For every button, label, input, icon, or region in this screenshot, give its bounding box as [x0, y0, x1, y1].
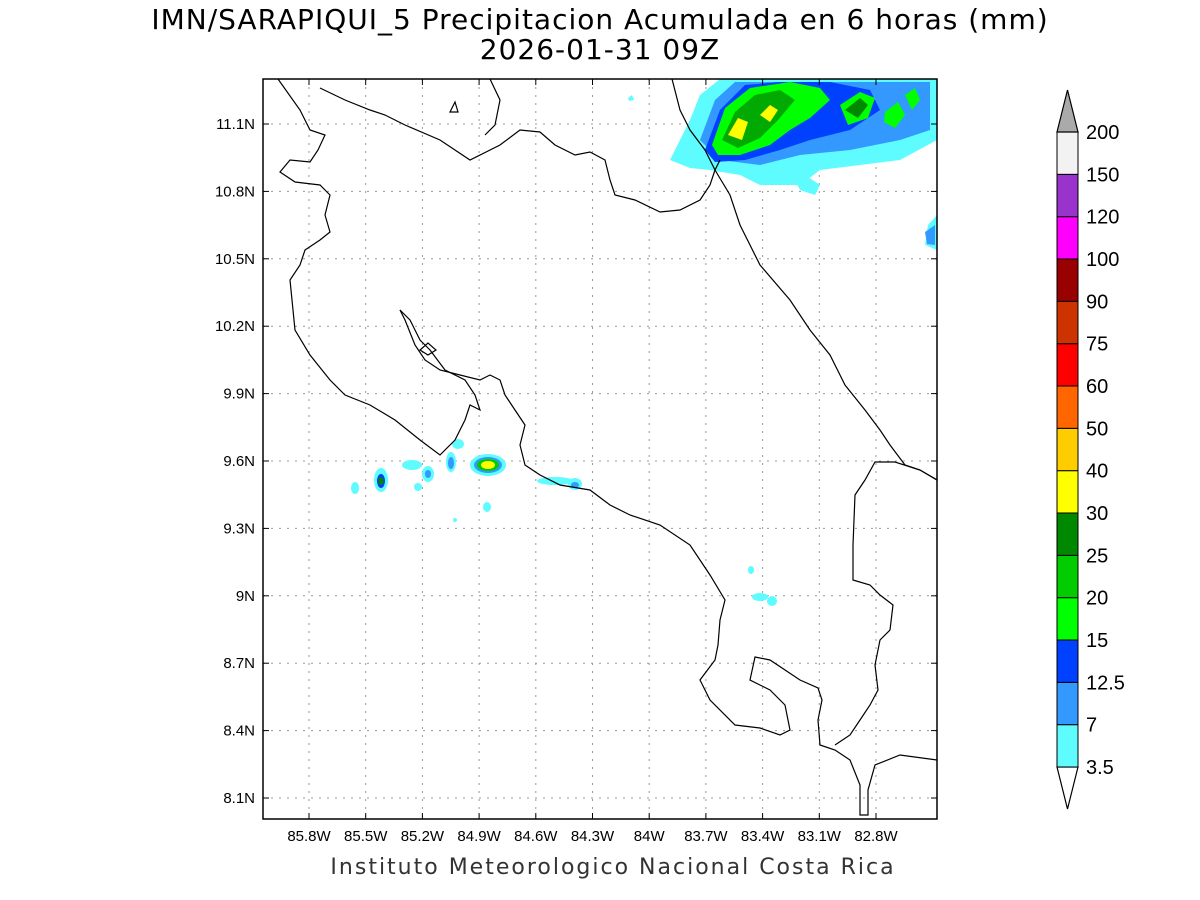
panama-border: [834, 461, 937, 746]
colorbar-swatch: [1056, 258, 1079, 302]
footer-credit: Instituto Meteorologico Nacional Costa R…: [330, 855, 896, 880]
lat-tick-label: 9.3N: [223, 520, 255, 537]
coastlines: [277, 79, 937, 816]
precip-cell: [452, 439, 464, 449]
longitude-axis: 85.8W 85.5W 85.2W 84.9W 84.6W 84.3W 84W 83.7W 83…: [287, 79, 899, 845]
colorbar-swatch: [1056, 470, 1079, 514]
precip-cell: [453, 518, 457, 522]
lon-tick-label: 83.1W: [798, 828, 842, 845]
precip-field: [351, 79, 937, 606]
colorbar-swatch: [1056, 343, 1079, 387]
lat-tick-label: 9.9N: [223, 386, 255, 403]
colorbar-label: 25: [1086, 545, 1108, 567]
precip-cell: [425, 470, 431, 478]
colorbar-label: 40: [1086, 461, 1108, 483]
precip-cell: [767, 596, 777, 606]
precip-cell: [414, 483, 422, 491]
colorbar-swatch: [1056, 216, 1079, 260]
precip-area-green: [905, 88, 920, 110]
colorbar-swatch: [1056, 554, 1079, 599]
precip-cell: [571, 482, 579, 488]
lon-tick-label: 85.2W: [401, 828, 445, 845]
precip-cell: [752, 593, 768, 601]
precip-cell: [483, 502, 491, 512]
lon-tick-label: 84W: [634, 828, 666, 845]
pacific-coast: [277, 79, 482, 456]
lat-tick-label: 10.2N: [215, 318, 255, 335]
precip-area-lightblue: [628, 95, 634, 101]
colorbar-label: 50: [1086, 418, 1108, 440]
lon-tick-label: 85.8W: [287, 828, 331, 845]
caribbean-coast: [671, 79, 937, 481]
precip-area-darkgreen: [845, 98, 868, 118]
lat-tick-label: 9.6N: [223, 453, 255, 470]
colorbar-label: 120: [1086, 207, 1119, 229]
lat-tick-label: 8.4N: [223, 723, 255, 740]
northern-border: [319, 87, 721, 213]
precip-area-lightblue: [925, 225, 935, 245]
map-title: IMN/SARAPIQUI_5 Precipitacion Acumulada …: [151, 3, 1049, 36]
colorbar-label: 60: [1086, 376, 1108, 398]
colorbar-label: 3.5: [1086, 757, 1114, 779]
colorbar-swatch: [1056, 300, 1079, 345]
lon-tick-label: 85.5W: [344, 828, 388, 845]
precip-cell: [537, 477, 573, 485]
colorbar-swatch: [1056, 681, 1079, 726]
lon-tick-label: 82.8W: [854, 828, 898, 845]
latitude-axis: 11.1N 10.8N 10.5N 10.2N 9.9N 9.6N 9.3N 9N 8.7N 8.…: [215, 116, 937, 807]
map-datetime: 2026-01-31 09Z: [479, 33, 721, 66]
precip-cell: [448, 457, 454, 469]
precip-cell: [351, 482, 359, 494]
colorbar-swatch: [1056, 385, 1079, 429]
colorbar: 3.5 7 12.5 15 20 25 30 40 50 60 75 90 100 120 150 200: [1056, 89, 1125, 810]
precip-cell: [402, 460, 422, 470]
lat-tick-label: 9N: [236, 588, 255, 605]
lake-nicaragua: [449, 100, 459, 113]
precip-cell: [481, 461, 495, 469]
lon-tick-label: 83.4W: [741, 828, 785, 845]
colorbar-swatch: [1056, 131, 1079, 175]
colorbar-swatch: [1056, 597, 1079, 641]
precip-area-cyan: [795, 175, 820, 195]
colorbar-label: 20: [1086, 588, 1108, 610]
map-frame: [262, 78, 938, 820]
colorbar-label: 30: [1086, 503, 1108, 525]
precip-area-yellow: [728, 118, 748, 140]
colorbar-label: 75: [1086, 334, 1108, 356]
precip-area-yellow: [760, 105, 778, 122]
colorbar-label: 15: [1086, 630, 1108, 652]
colorbar-swatch: [1056, 639, 1079, 683]
colorbar-label: 12.5: [1086, 672, 1125, 694]
lat-tick-label: 8.1N: [223, 790, 255, 807]
lat-tick-label: 11.1N: [216, 116, 255, 133]
lon-tick-label: 84.3W: [571, 828, 615, 845]
lat-tick-label: 8.7N: [223, 655, 255, 672]
colorbar-min-arrow: [1056, 766, 1079, 810]
lon-tick-label: 84.6W: [514, 828, 558, 845]
lat-tick-label: 10.5N: [215, 251, 255, 268]
colorbar-label: 90: [1086, 291, 1108, 313]
lon-tick-label: 83.7W: [684, 828, 728, 845]
colorbar-label: 150: [1086, 164, 1119, 186]
colorbar-label: 200: [1086, 122, 1119, 144]
lon-tick-label: 84.9W: [457, 828, 501, 845]
colorbar-swatch: [1056, 512, 1079, 556]
lat-tick-label: 10.8N: [215, 183, 255, 200]
gridlines: [263, 79, 937, 819]
colorbar-label: 7: [1086, 715, 1097, 737]
precip-cell: [378, 477, 384, 485]
peninsula-island: [418, 342, 438, 356]
nicaragua-coast: [484, 79, 501, 136]
colorbar-swatch: [1056, 173, 1079, 218]
precip-cell: [748, 566, 754, 574]
precip-area-green: [884, 102, 905, 128]
colorbar-max-arrow: [1056, 89, 1079, 133]
colorbar-label: 100: [1086, 249, 1119, 271]
colorbar-swatch: [1056, 427, 1079, 472]
colorbar-swatch: [1056, 724, 1079, 768]
pacific-coast: [399, 309, 937, 816]
